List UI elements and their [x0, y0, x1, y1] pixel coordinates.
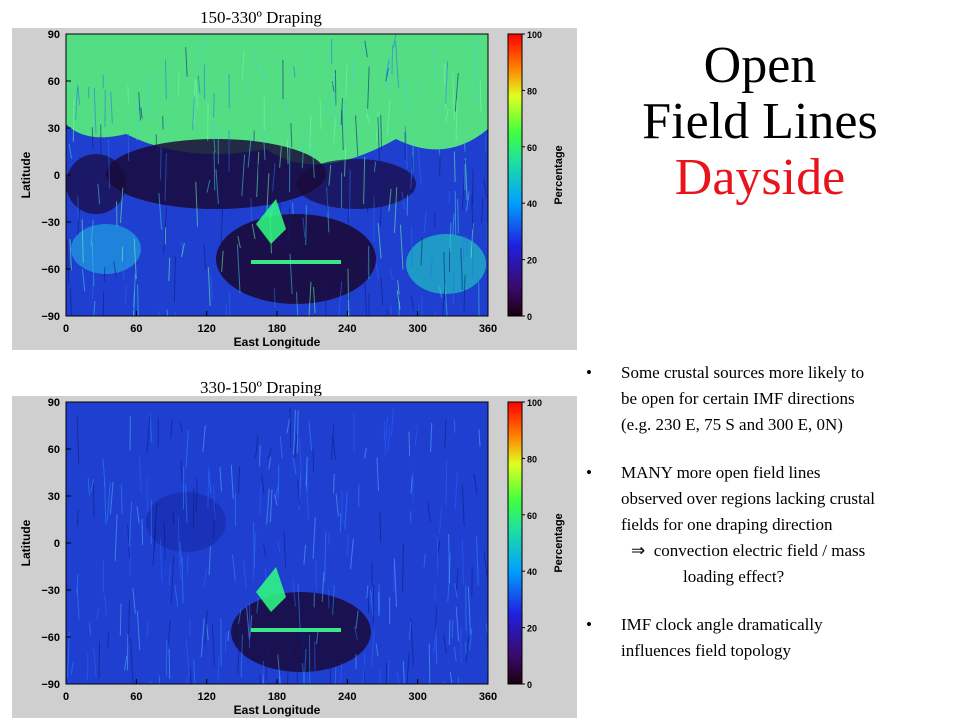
colorbar-tick-label: 60	[527, 143, 537, 153]
implies-arrow-icon: ⇒	[631, 541, 646, 560]
bullet-imf-clock-angle: • IMF clock angle dramatically influence…	[586, 612, 946, 664]
y-tick-label: −90	[41, 311, 60, 323]
colorbar-tick-label: 40	[527, 199, 537, 209]
bullet-2-line-4: convection electric field / mass	[653, 541, 866, 560]
bullet-marker: •	[586, 615, 592, 634]
y-tick-label: 90	[48, 397, 60, 409]
colorbar-tick-label: 20	[527, 624, 537, 634]
panel-2-caption: 330-150º Draping	[200, 378, 322, 397]
slide-title: Open Field Lines Dayside	[600, 38, 920, 206]
x-tick-label: 180	[268, 691, 286, 703]
bullet-marker: •	[586, 363, 592, 382]
y-tick-label: 60	[48, 444, 60, 456]
colorbar-title: Percentage	[553, 513, 565, 572]
title-line-dayside: Dayside	[674, 149, 846, 206]
x-tick-label: 360	[479, 691, 497, 703]
bullet-list: • Some crustal sources more likely to be…	[586, 360, 946, 686]
y-tick-label: 60	[48, 76, 60, 88]
bullet-1-line-1: Some crustal sources more likely to	[621, 363, 865, 382]
x-tick-label: 240	[338, 691, 356, 703]
colorbar-tick-label: 20	[527, 256, 537, 266]
y-axis-title: Latitude	[19, 151, 33, 198]
bullet-3-line-2: influences field topology	[621, 641, 791, 660]
x-tick-label: 60	[130, 691, 142, 703]
y-tick-label: 0	[54, 170, 60, 182]
x-axis-title: East Longitude	[234, 703, 321, 717]
y-tick-label: −60	[41, 264, 60, 276]
open-field-band	[66, 34, 488, 165]
x-tick-label: 360	[479, 323, 497, 335]
x-tick-label: 240	[338, 323, 356, 335]
y-tick-label: 0	[54, 538, 60, 550]
colorbar-tick-label: 60	[527, 511, 537, 521]
colorbar	[507, 401, 523, 685]
title-line-field-lines: Field Lines	[642, 93, 878, 150]
x-tick-label: 0	[63, 323, 69, 335]
y-tick-label: −90	[41, 679, 60, 691]
colorbar	[507, 33, 523, 317]
colorbar-tick-label: 0	[527, 680, 532, 690]
colorbar-tick-label: 80	[527, 454, 537, 464]
y-tick-label: 90	[48, 29, 60, 41]
y-tick-label: −30	[41, 217, 60, 229]
x-tick-label: 120	[197, 323, 215, 335]
colorbar-tick-label: 80	[527, 86, 537, 96]
y-tick-label: −60	[41, 632, 60, 644]
x-tick-label: 300	[408, 691, 426, 703]
bullet-2-line-5: loading effect?	[683, 567, 785, 586]
panel-1-caption: 150-330º Draping	[200, 8, 322, 27]
bullet-1-line-2: be open for certain IMF directions	[621, 389, 855, 408]
bullet-2-line-3: fields for one draping direction	[621, 515, 833, 534]
bullet-1-line-3: (e.g. 230 E, 75 S and 300 E, 0N)	[621, 415, 843, 434]
colorbar-tick-label: 40	[527, 567, 537, 577]
x-axis-title: East Longitude	[234, 335, 321, 349]
colorbar-tick-label: 100	[527, 398, 542, 408]
y-tick-label: 30	[48, 123, 60, 135]
crustal-source	[256, 199, 286, 244]
bullet-marker: •	[586, 463, 592, 482]
colorbar-tick-label: 0	[527, 312, 532, 322]
x-tick-label: 180	[268, 323, 286, 335]
y-tick-label: 30	[48, 491, 60, 503]
colorbar-title: Percentage	[553, 145, 565, 204]
bullet-crustal-sources: • Some crustal sources more likely to be…	[586, 360, 946, 438]
bullet-2-line-2: observed over regions lacking crustal	[621, 489, 875, 508]
x-tick-label: 120	[197, 691, 215, 703]
bullet-3-line-1: IMF clock angle dramatically	[621, 615, 823, 634]
x-tick-label: 300	[408, 323, 426, 335]
y-tick-label: −30	[41, 585, 60, 597]
bullet-open-field-lines: • MANY more open field lines observed ov…	[586, 460, 946, 590]
bullet-2-line-1: MANY more open field lines	[621, 463, 821, 482]
x-tick-label: 60	[130, 323, 142, 335]
crustal-source	[256, 567, 286, 612]
title-line-open: Open	[703, 37, 817, 94]
colorbar-tick-label: 100	[527, 30, 542, 40]
y-axis-title: Latitude	[19, 519, 33, 566]
bullet-2-implication: ⇒ convection electric field / mass	[621, 538, 946, 564]
x-tick-label: 0	[63, 691, 69, 703]
